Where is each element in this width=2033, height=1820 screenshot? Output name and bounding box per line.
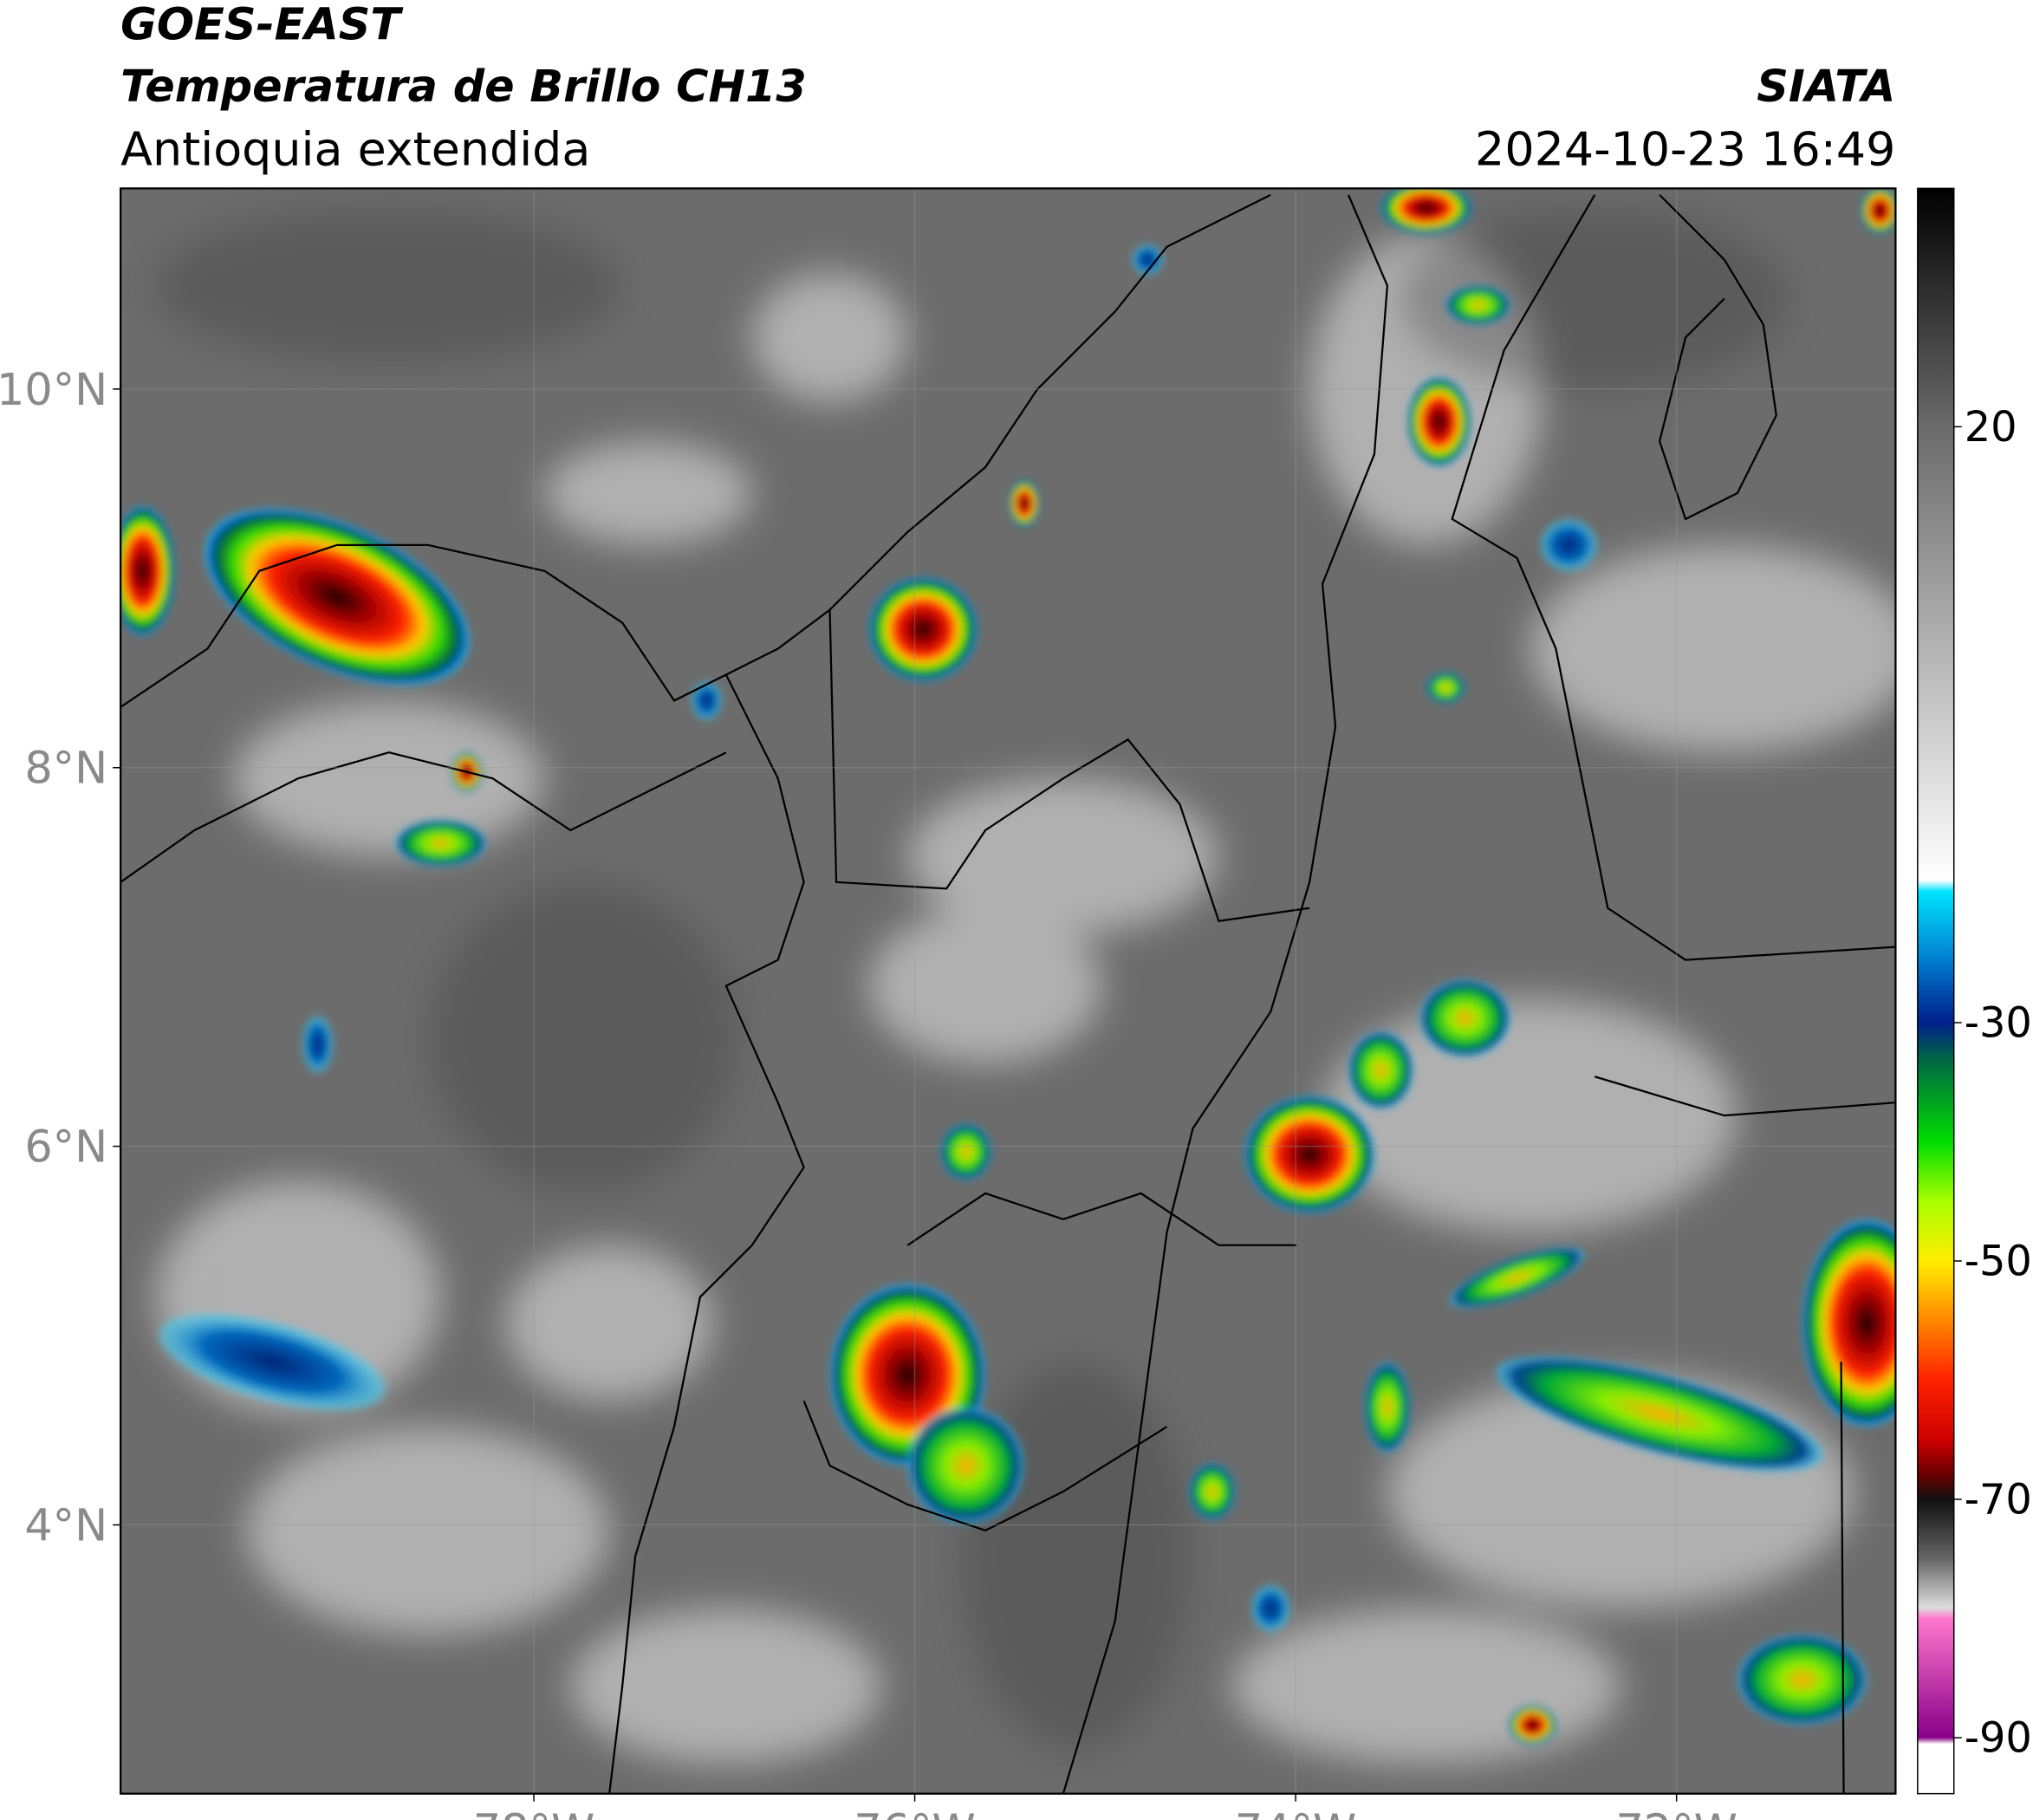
product: Temperatura de Brillo CH13 bbox=[120, 61, 807, 112]
x-tick-label: 78°W bbox=[473, 1804, 594, 1820]
x-tick-label: 72°W bbox=[1615, 1804, 1737, 1820]
y-tick-label: 4°N bbox=[24, 1499, 107, 1550]
colorbar-tick-label: -70 bbox=[1965, 1476, 2032, 1524]
x-tick-label: 74°W bbox=[1235, 1804, 1356, 1820]
map-frame bbox=[120, 187, 1897, 1795]
colorbar-tick-label: -30 bbox=[1965, 999, 2032, 1047]
y-tick-label: 10°N bbox=[0, 364, 107, 415]
x-tick-label: 76°W bbox=[854, 1804, 975, 1820]
colorbar bbox=[1917, 187, 1955, 1795]
source: SIATA bbox=[1757, 61, 1895, 112]
satellite-image bbox=[120, 188, 1896, 1794]
y-tick-label: 6°N bbox=[24, 1121, 107, 1173]
y-tick-label: 8°N bbox=[24, 743, 107, 794]
grid bbox=[120, 188, 1896, 1794]
region: Antioquia extendida bbox=[120, 121, 590, 176]
colorbar-tick-label: 20 bbox=[1965, 404, 2017, 452]
datetime: 2024-10-23 16:49 bbox=[1475, 121, 1895, 176]
colorbar-tick-label: -50 bbox=[1965, 1238, 2032, 1285]
satellite: GOES-EAST bbox=[120, 0, 404, 49]
colorbar-tick-label: -90 bbox=[1965, 1714, 2032, 1762]
